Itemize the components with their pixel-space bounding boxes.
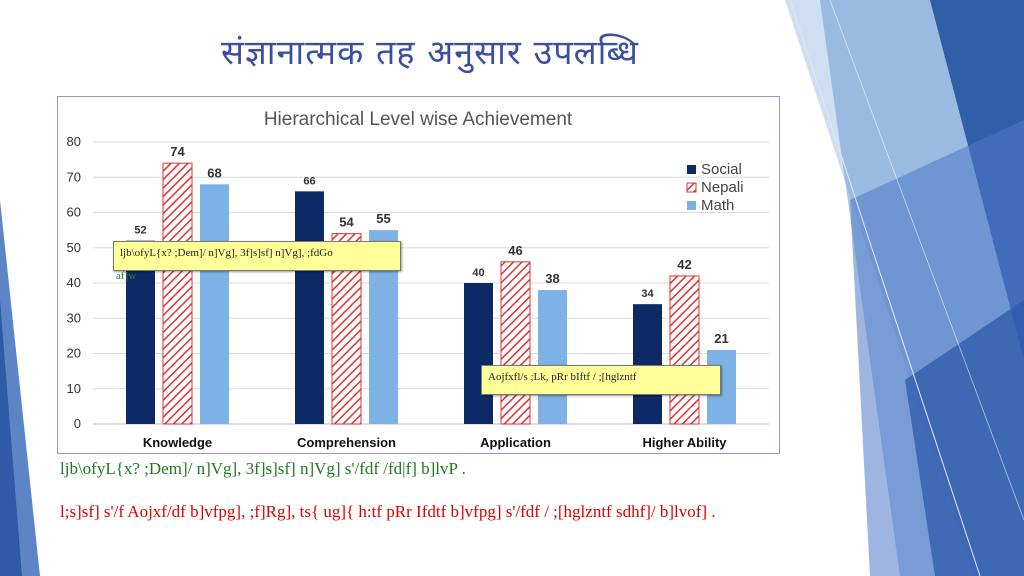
x-axis-categories: Knowledge Comprehension Application Higher … bbox=[143, 435, 727, 450]
chart-frame: Hierarchical Level wise Achievement 0 10 2… bbox=[57, 96, 780, 454]
x-category-label: Higher Ability bbox=[642, 435, 727, 450]
callout-note-knowledge: ljb\ofyL{x? ;Dem]/ n]Vg], 3f]s]sf] n]Vg]… bbox=[113, 241, 401, 271]
bar-social bbox=[295, 191, 324, 424]
y-tick-label: 0 bbox=[74, 416, 81, 431]
bar-social bbox=[464, 283, 493, 424]
y-tick-label: 10 bbox=[67, 381, 81, 396]
chart-title: Hierarchical Level wise Achievement bbox=[264, 109, 573, 130]
data-label: 38 bbox=[545, 271, 559, 286]
bar-math bbox=[200, 184, 229, 424]
x-category-label: Application bbox=[480, 435, 551, 450]
data-label: 52 bbox=[134, 225, 146, 237]
legend-swatch-social bbox=[687, 165, 696, 174]
data-label: 74 bbox=[170, 144, 185, 159]
y-axis-ticks: 0 10 20 30 40 50 60 70 80 bbox=[67, 134, 81, 431]
data-label: 54 bbox=[339, 215, 354, 230]
data-label: 55 bbox=[376, 211, 390, 226]
legend-swatch-nepali bbox=[686, 182, 697, 193]
slide-title: संज्ञानात्मक तह अनुसार उपलब्धि bbox=[220, 33, 640, 73]
note-red: l;s]sf] s'/f Aojxf/df b]vfpg], ;f]Rg], t… bbox=[60, 502, 716, 521]
data-label: 46 bbox=[508, 243, 522, 258]
data-label: 34 bbox=[641, 288, 654, 300]
data-label: 66 bbox=[303, 175, 315, 187]
callout-note-overflow: af]w bbox=[116, 270, 137, 282]
x-category-label: Comprehension bbox=[297, 435, 396, 450]
bar-nepali bbox=[669, 275, 700, 425]
y-tick-label: 50 bbox=[67, 240, 81, 255]
y-tick-label: 60 bbox=[67, 205, 81, 220]
data-label: 21 bbox=[714, 331, 728, 346]
y-tick-label: 20 bbox=[67, 346, 81, 361]
note-green: ljb\ofyL{x? ;Dem]/ n]Vg], 3f]s]sf] n]Vg]… bbox=[60, 459, 466, 478]
y-tick-label: 80 bbox=[67, 134, 81, 149]
legend-swatch-math bbox=[687, 201, 696, 210]
data-label: 40 bbox=[472, 267, 484, 279]
y-tick-label: 40 bbox=[67, 275, 81, 290]
x-category-label: Knowledge bbox=[143, 435, 212, 450]
data-label: 42 bbox=[677, 257, 691, 272]
bar-chart: Hierarchical Level wise Achievement 0 10 2… bbox=[67, 109, 769, 450]
legend-label: Social bbox=[701, 161, 742, 178]
data-label: 68 bbox=[207, 165, 221, 180]
legend-label: Nepali bbox=[701, 179, 744, 196]
bar-social bbox=[126, 240, 155, 424]
bar-nepali bbox=[162, 162, 193, 425]
bar-social bbox=[633, 304, 662, 424]
callout-note-higher-ability: Aojfxfl/s ;Lk, pRr bIftf / ;[hglzntf bbox=[481, 365, 721, 395]
data-labels: 52 74 68 66 54 55 40 46 38 34 42 21 bbox=[134, 144, 728, 346]
bar-nepali bbox=[500, 261, 531, 425]
y-tick-label: 70 bbox=[67, 169, 81, 184]
legend-label: Math bbox=[701, 197, 734, 214]
bar-math bbox=[538, 290, 567, 424]
y-tick-label: 30 bbox=[67, 310, 81, 325]
